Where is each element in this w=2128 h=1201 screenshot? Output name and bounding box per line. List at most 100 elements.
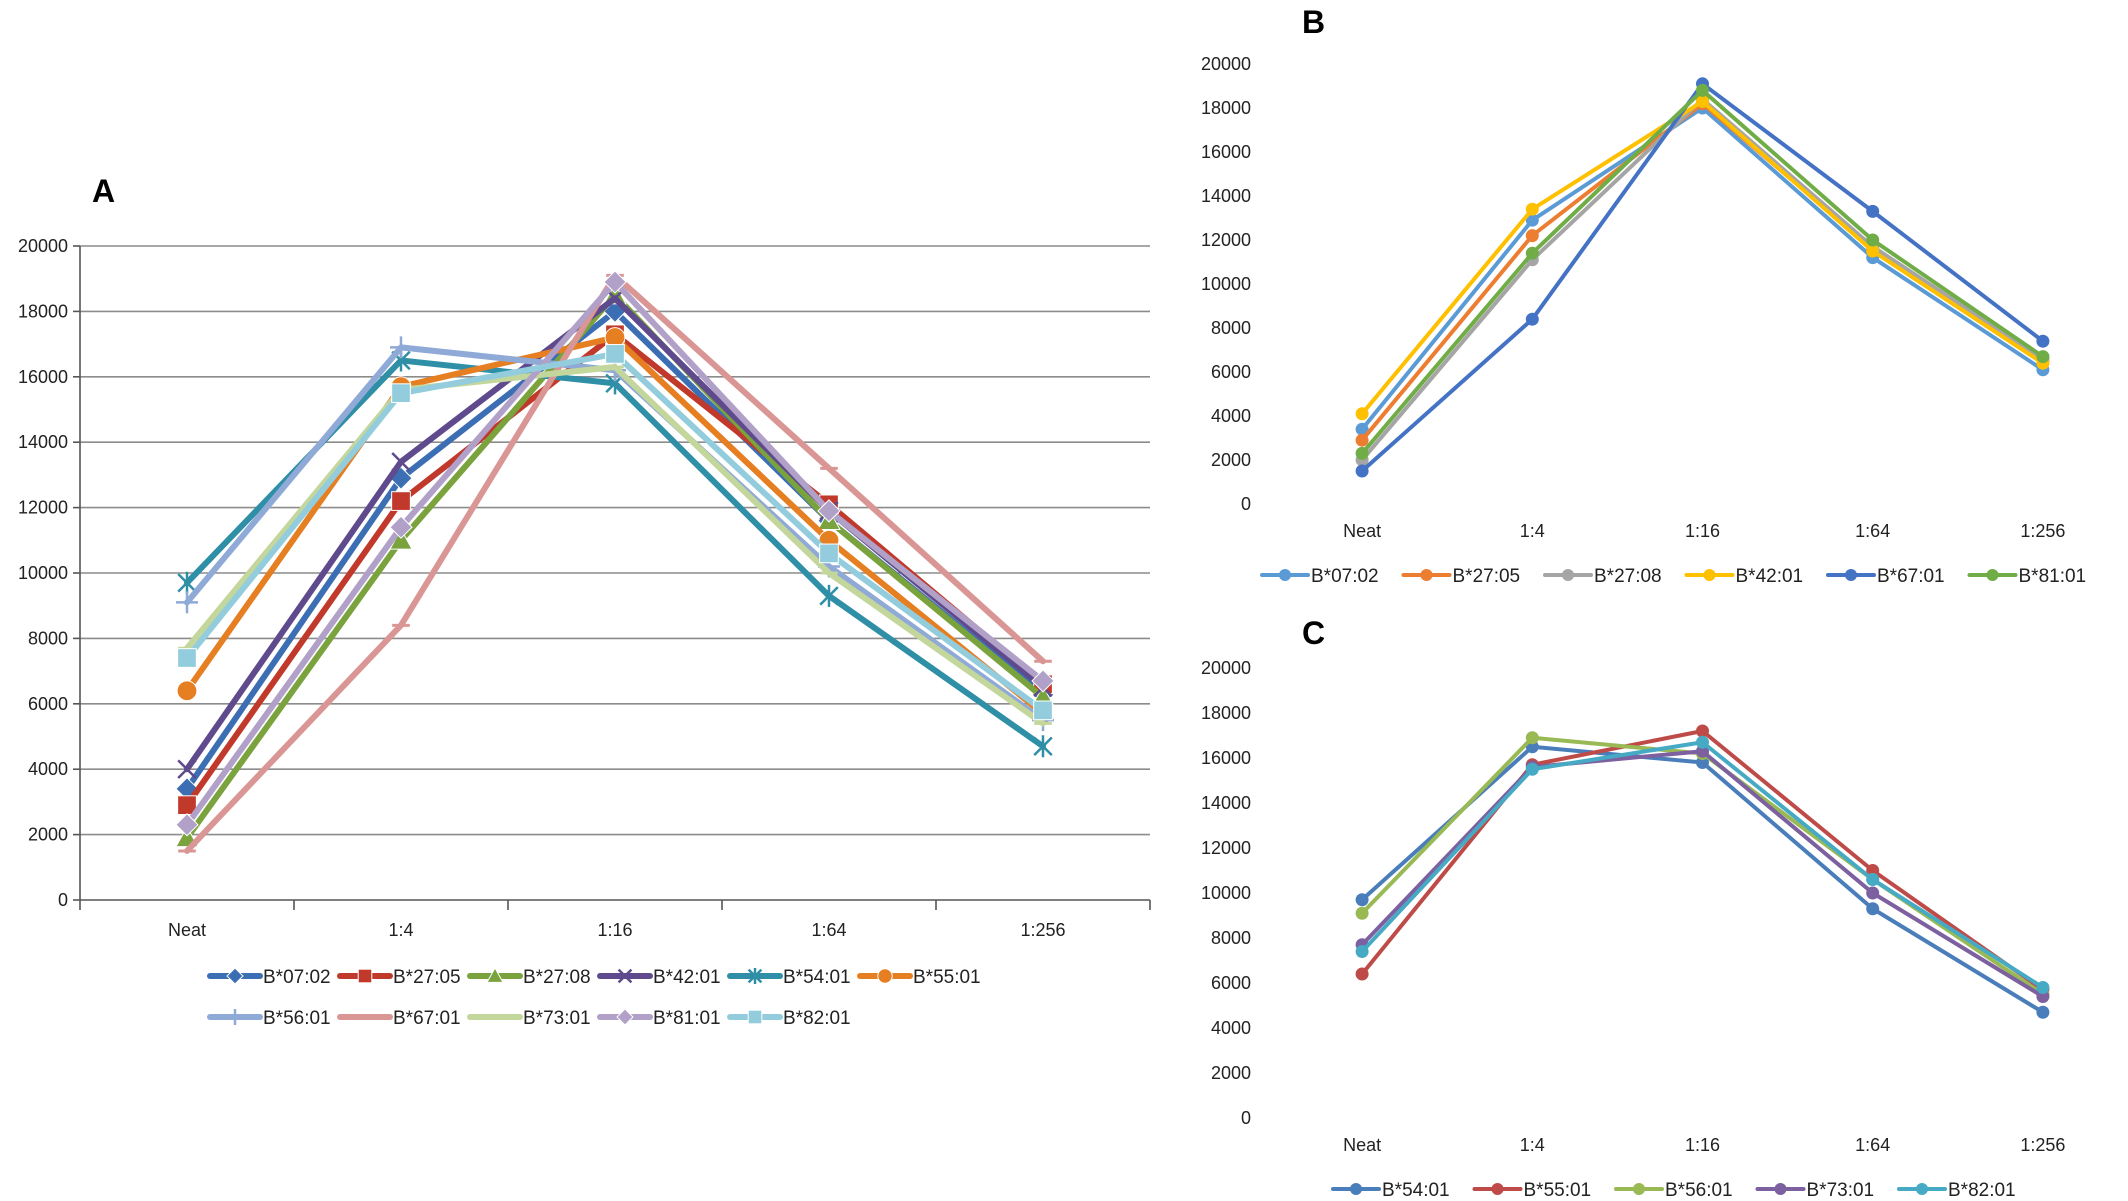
legend: B*07:02 B*27:05 B*27:08 B*42:01 B*54:01 B*55:… <box>207 966 981 1029</box>
y-tick-label: 12000 <box>1201 230 1251 250</box>
data-point <box>177 571 197 594</box>
legend-item: B*55:01 <box>857 967 981 988</box>
legend-label: B*81:01 <box>2019 566 2087 587</box>
legend-label: B*27:08 <box>523 967 591 988</box>
series-line <box>1360 88 2045 456</box>
data-point <box>1525 202 1539 216</box>
y-tick-label: 20000 <box>1201 54 1251 74</box>
legend-marker <box>747 968 763 984</box>
legend-marker <box>226 967 244 985</box>
legend-item: B*27:08 <box>1543 566 1662 587</box>
data-point <box>2036 334 2050 348</box>
legend-item: B*42:01 <box>597 967 721 988</box>
y-tick-label: 4000 <box>1211 1018 1251 1038</box>
y-tick-label: 10000 <box>1201 274 1251 294</box>
legend-label: B*42:01 <box>1736 566 1804 587</box>
legend-marker <box>1279 569 1291 581</box>
data-point <box>177 759 197 779</box>
data-point <box>605 344 625 364</box>
legend-label: B*82:01 <box>1948 1180 2016 1201</box>
y-tick-label: 18000 <box>1201 703 1251 723</box>
y-tick-label: 0 <box>1241 1108 1251 1128</box>
data-point <box>1696 94 1709 108</box>
y-tick-label: 8000 <box>28 628 68 648</box>
y-tick-label: 8000 <box>1211 928 1251 948</box>
data-point <box>1696 83 1709 97</box>
series-b-27-05 <box>177 324 1053 816</box>
legend-marker <box>1703 569 1716 581</box>
y-tick-label: 0 <box>58 890 68 910</box>
data-point <box>1525 312 1539 326</box>
y-tick-label: 14000 <box>1201 186 1251 206</box>
x-tick-label: Neat <box>1343 521 1381 541</box>
series-b-27-08 <box>1355 92 2050 467</box>
data-point <box>1355 433 1369 447</box>
legend-item: B*56:01 <box>1614 1180 1733 1201</box>
legend-marker <box>1350 1183 1362 1195</box>
series-line <box>1360 97 2045 462</box>
data-point <box>1696 735 1709 749</box>
legend-label: B*55:01 <box>1524 1180 1592 1201</box>
y-tick-label: 16000 <box>1201 748 1251 768</box>
x-tick-label: Neat <box>1343 1135 1381 1155</box>
y-tick-label: 6000 <box>1211 362 1251 382</box>
legend: B*07:02 B*27:05 B*27:08 B*42:01 B*67:01 B*81:… <box>1260 566 2087 587</box>
data-point <box>176 680 198 702</box>
legend-label: B*07:02 <box>263 967 331 988</box>
data-point <box>1866 886 1880 900</box>
legend-marker <box>1491 1183 1504 1195</box>
x-tick-label: 1:64 <box>1855 1135 1890 1155</box>
y-tick-label: 14000 <box>18 432 68 452</box>
data-point <box>1525 246 1539 260</box>
data-point <box>391 383 411 403</box>
series-line <box>1360 81 2045 473</box>
x-tick-label: 1:256 <box>2020 1135 2065 1155</box>
legend: B*54:01 B*55:01 B*56:01 B*73:01 B*82:01 <box>1331 1180 2016 1201</box>
data-point <box>1355 945 1369 958</box>
legend-item: B*73:01 <box>467 1008 591 1029</box>
data-point <box>603 270 627 294</box>
legend-label: B*73:01 <box>523 1008 591 1029</box>
chart-panel-a: A 0 2000 4000 6000 8000 10000 12000 14000 16000 18… <box>18 173 1151 1029</box>
data-point <box>1355 422 1369 436</box>
legend-marker <box>1845 569 1857 581</box>
x-tick-label: 1:4 <box>1520 1135 1545 1155</box>
legend-marker <box>357 968 373 984</box>
legend-marker <box>747 1009 763 1025</box>
x-tick-label: 1:64 <box>1855 521 1890 541</box>
legend-item: B*82:01 <box>727 1008 851 1029</box>
data-point <box>2036 990 2050 1003</box>
legend-item: B*27:05 <box>337 967 461 988</box>
legend-label: B*27:05 <box>1453 566 1521 587</box>
data-point <box>817 499 841 523</box>
x-tick-label: 1:16 <box>1685 521 1720 541</box>
data-point <box>177 648 197 668</box>
data-point <box>1866 204 1880 218</box>
y-tick-label: 2000 <box>1211 1063 1251 1083</box>
legend-item: B*07:02 <box>207 967 331 988</box>
data-point <box>1033 700 1053 721</box>
x-tick-label: 1:16 <box>597 920 632 940</box>
legend-label: B*56:01 <box>1665 1180 1733 1201</box>
chart-panel-c: C 0 2000 4000 6000 8000 10000 12000 14000 16000 18… <box>1201 615 2065 1201</box>
series-b-81-01 <box>1355 83 2050 460</box>
legend-item: B*55:01 <box>1472 1180 1592 1201</box>
legend-item: B*27:05 <box>1401 566 1521 587</box>
data-point <box>1033 735 1053 758</box>
y-tick-label: 0 <box>1241 494 1251 514</box>
y-tick-label: 4000 <box>28 759 68 779</box>
y-tick-label: 20000 <box>1201 658 1251 678</box>
y-tick-label: 12000 <box>18 498 68 518</box>
legend-marker <box>486 966 504 983</box>
series-b-67-01 <box>1355 77 2050 478</box>
legend-item: B*82:01 <box>1897 1180 2016 1201</box>
y-tick-label: 8000 <box>1211 318 1251 338</box>
data-point <box>1866 873 1880 886</box>
data-point <box>2036 350 2050 364</box>
data-point <box>2036 981 2050 994</box>
data-point <box>1866 864 1880 877</box>
legend-marker <box>616 1008 634 1026</box>
legend-item: B*07:02 <box>1260 566 1379 587</box>
data-point <box>2036 1005 2050 1019</box>
